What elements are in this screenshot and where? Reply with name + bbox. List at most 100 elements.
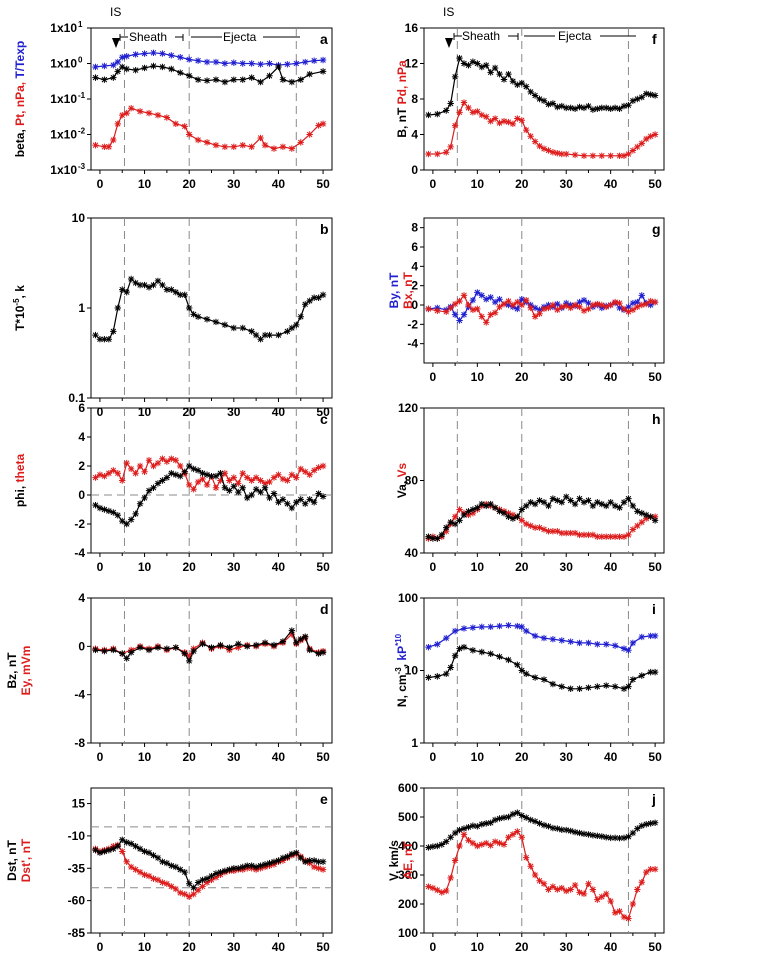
data-point-g-1-16: [505, 297, 512, 305]
data-point-h-1-50: [647, 513, 654, 520]
x-tick-label-g-3: 30: [560, 370, 574, 384]
data-point-h-0-24: [531, 524, 539, 531]
data-point-i-1-4: [451, 652, 459, 659]
x-tick-label-h-0: 0: [430, 560, 437, 574]
data-point-h-1-36: [585, 497, 592, 504]
data-point-f-0-42: [620, 102, 628, 110]
data-point-b-0-5: [114, 304, 121, 312]
data-point-c-1-30: [226, 487, 233, 494]
data-point-f-0-48: [647, 91, 654, 98]
data-point-g-1-47: [643, 300, 650, 308]
data-point-c-0-49: [310, 467, 318, 474]
data-point-h-1-41: [607, 499, 614, 506]
data-point-g-1-30: [567, 304, 574, 312]
data-point-i-1-0: [425, 674, 432, 681]
data-point-j-0-48: [638, 822, 645, 829]
y-tick-label-j-5: 600: [398, 781, 418, 795]
data-point-a-2-14: [185, 131, 193, 138]
data-point-c-0-8: [127, 465, 135, 473]
data-point-g-1-43: [625, 308, 632, 315]
data-point-h-1-16: [496, 508, 503, 515]
data-point-e-0-13: [150, 875, 157, 882]
data-point-j-0-17: [500, 814, 508, 821]
y-tick-label-c-4: 4: [78, 430, 85, 444]
data-point-b-0-31: [257, 336, 264, 343]
data-point-f-1-16: [505, 118, 512, 126]
data-point-f-0-22: [531, 92, 539, 99]
data-point-a-0-6: [132, 51, 139, 58]
data-point-h-0-49: [643, 515, 650, 522]
data-point-h-1-46: [629, 502, 637, 510]
data-point-j-0-35: [580, 830, 588, 838]
data-point-j-1-25: [536, 877, 543, 884]
data-point-c-0-38: [261, 480, 269, 487]
data-point-g-1-45: [634, 303, 641, 311]
chart-j: 0 10 20 30 40 50 100 200 300 400 500 600 j V, km/s AE,…: [387, 781, 665, 954]
data-point-h-0-36: [585, 531, 592, 539]
data-point-f-1-3: [447, 143, 454, 151]
data-point-f-1-9: [474, 108, 481, 115]
data-point-e-0-6: [119, 848, 126, 855]
data-point-g-0-27: [554, 300, 561, 308]
data-point-g-1-21: [527, 304, 534, 312]
data-point-c-0-16: [163, 458, 171, 465]
data-point-g-0-10: [478, 292, 485, 299]
x-tick-label-e-0: 0: [97, 940, 104, 954]
data-point-j-1-31: [563, 887, 570, 895]
data-point-c-1-7: [123, 520, 130, 528]
data-point-i-0-12: [523, 627, 530, 635]
data-point-g-1-10: [478, 313, 485, 320]
data-point-e-1-34: [244, 862, 251, 869]
data-point-e-1-51: [319, 858, 327, 865]
data-point-j-0-43: [616, 834, 623, 842]
data-point-j-0-12: [478, 821, 485, 828]
data-point-a-2-23: [261, 141, 269, 149]
data-point-f-1-39: [634, 143, 641, 151]
y-axis-label-i: N, cm-3, kP*10: [394, 633, 409, 707]
data-point-g-0-4: [451, 311, 459, 318]
data-point-h-1-12: [478, 500, 485, 508]
data-point-i-0-0: [425, 643, 432, 651]
data-point-f-0-18: [514, 81, 521, 88]
data-point-c-1-26: [208, 472, 215, 480]
x-tick-label-h-3: 30: [560, 560, 574, 574]
data-point-j-0-33: [571, 828, 579, 836]
data-point-f-0-26: [549, 100, 557, 107]
data-point-b-0-30: [252, 331, 260, 339]
data-point-e-0-50: [315, 865, 322, 872]
data-point-j-0-38: [594, 832, 601, 840]
data-point-f-0-27: [554, 103, 561, 111]
data-point-i-1-3: [447, 664, 454, 671]
data-point-i-1-6: [460, 643, 468, 651]
data-point-g-1-1: [434, 307, 441, 314]
x-tick-label-d-1: 10: [138, 750, 152, 764]
data-point-h-1-13: [483, 502, 490, 510]
data-point-i-0-28: [651, 632, 659, 640]
data-point-f-1-5: [456, 109, 463, 116]
data-point-c-1-35: [248, 491, 255, 499]
data-point-h-1-30: [558, 499, 565, 506]
y-tick-label-h-2: 120: [398, 401, 418, 415]
data-point-h-0-9: [465, 511, 472, 519]
x-tick-label-d-4: 40: [272, 750, 286, 764]
data-point-f-0-21: [527, 88, 534, 96]
data-point-e-0-49: [310, 863, 318, 871]
data-point-j-0-22: [523, 814, 530, 821]
data-point-f-1-19: [518, 117, 525, 124]
data-point-e-1-10: [136, 845, 144, 853]
data-point-d-1-12: [185, 657, 193, 665]
data-point-g-0-32: [576, 298, 583, 306]
data-point-h-1-24: [531, 500, 539, 508]
data-point-g-1-46: [638, 301, 645, 309]
data-point-g-1-41: [616, 299, 623, 307]
y-tick-label-f-2: 8: [411, 92, 418, 106]
data-point-b-0-8: [127, 275, 135, 283]
data-point-a-1-7: [141, 64, 148, 72]
data-point-i-1-5: [456, 645, 463, 652]
data-point-b-0-0: [92, 331, 99, 339]
data-point-g-1-39: [607, 301, 614, 309]
data-point-h-0-19: [509, 511, 517, 519]
data-point-b-0-21: [185, 304, 193, 312]
data-point-h-0-28: [549, 528, 557, 535]
